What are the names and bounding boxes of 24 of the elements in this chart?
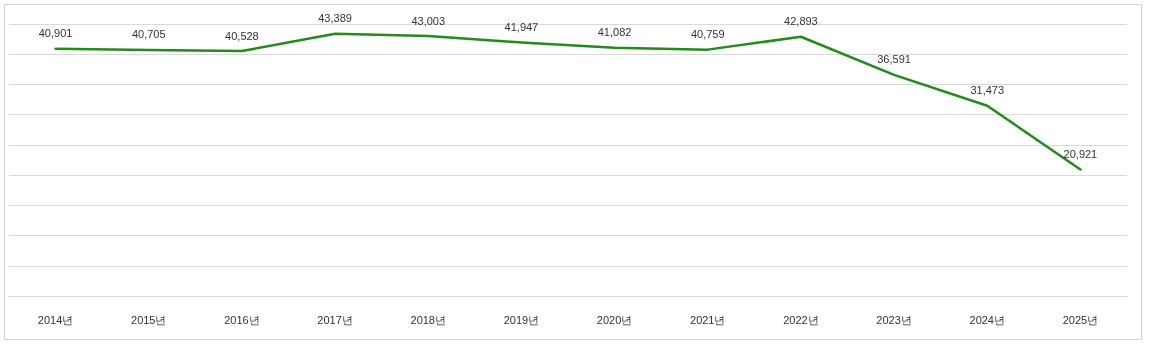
x-tick-label: 2025년 xyxy=(1062,313,1099,326)
x-tick-label: 2024년 xyxy=(969,313,1005,326)
x-tick-label: 2018년 xyxy=(410,313,446,326)
data-label: 40,705 xyxy=(131,28,166,41)
x-tick-label: 2014년 xyxy=(37,313,74,326)
data-label: 41,082 xyxy=(597,26,632,39)
x-tick-label: 2016년 xyxy=(224,313,260,326)
x-tick-label: 2015년 xyxy=(131,313,167,326)
data-label: 41,947 xyxy=(504,20,539,33)
x-tick-label: 2020년 xyxy=(596,313,633,326)
x-tick-label: 2017년 xyxy=(317,313,353,326)
x-tick-label: 2023년 xyxy=(876,313,912,326)
data-label: 40,901 xyxy=(38,27,73,40)
x-tick-label: 2019년 xyxy=(503,313,540,326)
data-label: 43,003 xyxy=(411,14,446,27)
data-label: 31,473 xyxy=(970,84,1005,97)
data-label: 36,591 xyxy=(877,53,911,66)
data-label: 43,389 xyxy=(318,12,352,25)
x-tick-label: 2022년 xyxy=(783,313,819,326)
data-label: 42,893 xyxy=(784,15,818,28)
data-label: 20,921 xyxy=(1063,148,1098,161)
x-tick-label: 2021년 xyxy=(690,313,726,326)
data-label: 40,759 xyxy=(690,28,725,41)
data-label: 40,528 xyxy=(225,29,259,42)
